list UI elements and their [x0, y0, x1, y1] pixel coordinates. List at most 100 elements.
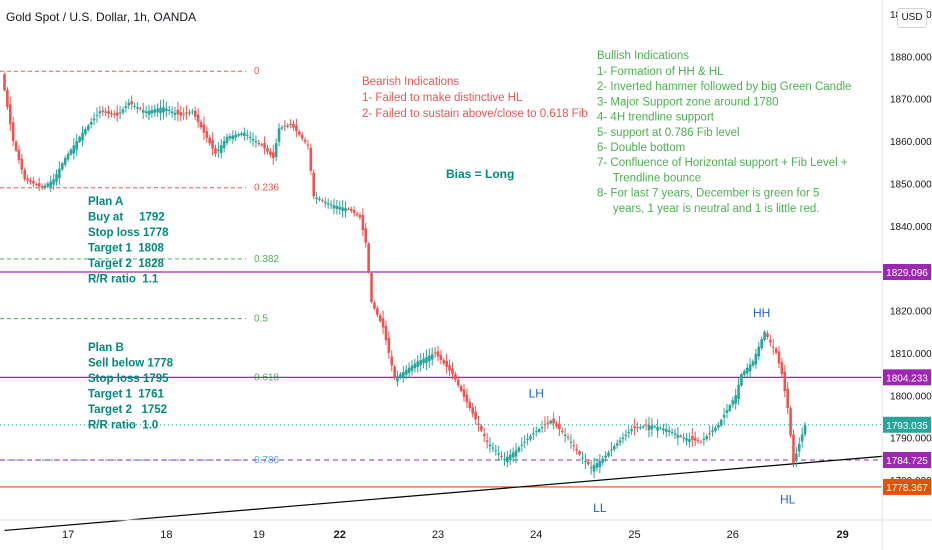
candle-body: [751, 361, 755, 366]
candle-body: [748, 364, 752, 372]
candle-body: [72, 145, 76, 154]
candle-body: [136, 107, 139, 109]
plan-a-line: Stop loss 1778: [88, 227, 169, 239]
candle-body: [584, 460, 587, 463]
candle-body: [81, 132, 84, 141]
candle-body: [448, 365, 451, 371]
candle-body: [786, 388, 789, 408]
candle-body: [14, 141, 18, 151]
candle-body: [208, 137, 211, 144]
candle-body: [679, 435, 683, 437]
candle-body: [618, 440, 622, 443]
candle-body: [402, 371, 405, 378]
candle-body: [474, 411, 477, 420]
candle-body: [309, 147, 313, 171]
candle-body: [792, 434, 795, 464]
candle-body: [280, 127, 284, 129]
candle-body: [297, 131, 301, 135]
candle-body: [769, 339, 772, 343]
candle-body: [202, 124, 206, 133]
candle-body: [191, 111, 194, 113]
candle-body: [702, 439, 706, 441]
plan-b-line: R/R ratio 1.0: [88, 420, 158, 432]
candle-body: [650, 425, 654, 430]
candle-body: [708, 433, 711, 435]
candle-body: [58, 168, 61, 179]
bullish-item: 8- For last 7 years, December is green f…: [597, 188, 819, 200]
candle-body: [124, 106, 128, 108]
last-price-badge-label: 1793.035: [886, 421, 928, 432]
price-tick-label: 1820.000: [890, 307, 932, 318]
candle-body: [188, 112, 191, 114]
candle-body: [312, 172, 316, 197]
candle-body: [399, 374, 402, 378]
candle-body: [115, 112, 119, 116]
candle-body: [170, 111, 174, 113]
candle-body: [754, 353, 758, 365]
price-tick-label: 1870.000: [890, 95, 932, 106]
time-axis[interactable]: 17 18 19 22 23 24 25 26 29: [0, 519, 932, 541]
level-1829-badge-label: 1829.096: [886, 268, 928, 279]
candle-body: [8, 104, 12, 125]
candle-body: [75, 141, 79, 150]
candle-body: [543, 424, 547, 426]
candle-body: [586, 461, 590, 465]
candle-body: [17, 149, 21, 161]
candle-body: [139, 108, 142, 110]
candle-body: [607, 452, 610, 457]
level-1778-badge-label: 1778.367: [886, 483, 928, 494]
candle-body: [763, 331, 766, 341]
bearish-item: 2- Failed to sustain above/close to 0.61…: [362, 108, 588, 120]
currency-button[interactable]: USD: [897, 8, 927, 28]
candle-body: [569, 441, 573, 443]
last-price-badge: [883, 416, 931, 433]
candle-body: [29, 180, 32, 183]
trendline[interactable]: [4, 455, 884, 532]
bullish-item: 1- Formation of HH & HL: [597, 66, 724, 78]
candle-body: [783, 371, 787, 392]
candle-body: [549, 420, 553, 424]
candle-body: [222, 141, 226, 149]
candle-body: [133, 105, 136, 107]
candle-body: [497, 453, 500, 455]
candle-body: [488, 444, 492, 447]
price-tick-label: 1850.000: [890, 179, 932, 190]
candle-body: [482, 434, 486, 437]
plan-a-line: R/R ratio 1.1: [88, 274, 159, 286]
candle-body: [439, 355, 443, 360]
swing-label-lh: LH: [529, 386, 544, 400]
candle-body: [260, 144, 264, 146]
plan-b-line: Sell below 1778: [88, 358, 174, 370]
candle-body: [350, 208, 353, 211]
candle-body: [335, 206, 339, 209]
candle-body: [153, 109, 157, 113]
candle-body: [731, 400, 735, 405]
candle-body: [40, 186, 44, 188]
bullish-item: 7- Confluence of Horizontal support + Fi…: [597, 157, 848, 169]
candle-body: [717, 424, 720, 428]
candle-body: [263, 143, 266, 149]
candle-body: [20, 158, 24, 170]
candle-body: [321, 200, 324, 202]
candle-body: [315, 197, 318, 200]
candle-body: [66, 153, 70, 160]
candle-body: [162, 107, 165, 113]
candle-body: [173, 112, 177, 115]
fib-level-label: 0.618: [254, 372, 279, 383]
candle-body: [555, 423, 558, 427]
candle-body: [237, 134, 240, 136]
horizontal-lines[interactable]: [0, 271, 882, 488]
fib-level-label: 0.5: [254, 314, 268, 325]
candle-body: [271, 152, 275, 159]
candle-body: [615, 443, 619, 446]
candle-body: [581, 457, 584, 459]
candle-body: [381, 318, 385, 328]
candle-body: [442, 360, 446, 364]
candle-body: [243, 132, 246, 137]
support-trendline[interactable]: [4, 455, 884, 532]
candle-body: [292, 123, 295, 128]
candle-body: [485, 440, 489, 442]
candle-body: [795, 453, 798, 461]
